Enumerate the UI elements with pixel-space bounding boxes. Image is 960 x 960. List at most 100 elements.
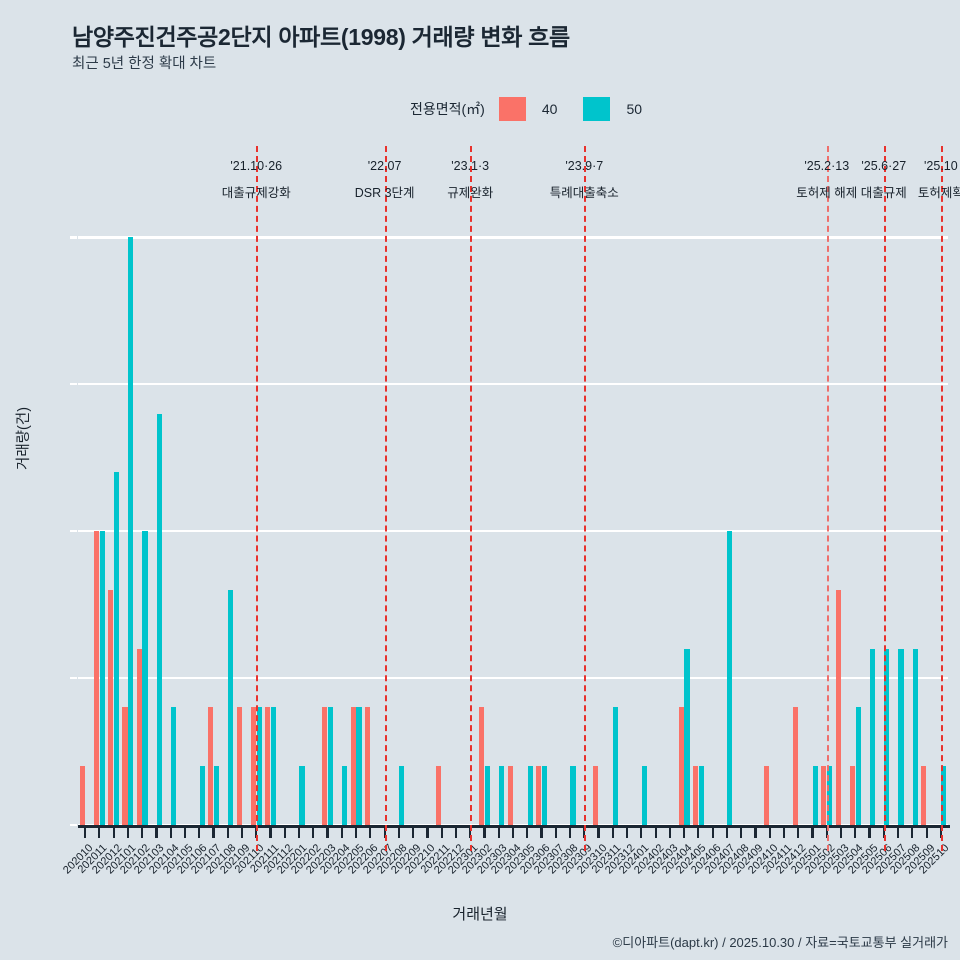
y-tick-mark [70, 383, 77, 386]
bar [478, 707, 485, 825]
annotation-description: 대출규제 [860, 186, 907, 200]
bar [207, 707, 214, 825]
bar [356, 707, 362, 825]
x-tick-mark [611, 827, 614, 838]
x-tick-mark [226, 827, 229, 838]
footer-credit: ©디아파트(dapt.kr) / 2025.10.30 / 자료=국토교통부 실… [612, 935, 948, 950]
x-tick-mark [625, 827, 629, 838]
annotation-date: '25.2·13 [804, 159, 850, 173]
x-tick-mark [939, 827, 942, 838]
legend-swatch-40 [498, 97, 526, 121]
x-tick-mark [640, 827, 643, 838]
annotation-description: DSR 3단계 [354, 186, 415, 200]
annotation-description: 대출규제강화 [221, 186, 291, 200]
bar [270, 707, 277, 825]
gridline [78, 236, 948, 239]
x-tick-mark [925, 827, 928, 838]
plot-area: 0.02.55.07.510.0202010202011202012202101… [61, 146, 951, 876]
x-tick-mark [412, 827, 415, 838]
x-tick-mark [896, 827, 900, 838]
bar [342, 766, 348, 825]
x-axis-line [78, 825, 950, 828]
bar [912, 648, 918, 825]
x-tick-mark [811, 827, 814, 838]
annotation-description: 특례대출축소 [549, 186, 619, 200]
bar [727, 531, 733, 825]
x-tick-mark [597, 827, 600, 838]
x-tick-mark [697, 827, 700, 838]
bar [128, 237, 134, 825]
legend-label-40: 40 [541, 101, 558, 117]
x-tick-mark [825, 827, 828, 838]
legend-swatch-50 [583, 97, 611, 121]
x-tick-mark [355, 827, 358, 838]
x-tick-mark [583, 827, 586, 838]
bar [364, 707, 371, 825]
x-tick-mark [255, 827, 258, 838]
x-tick-mark [768, 827, 771, 838]
bar [142, 531, 148, 825]
bar [299, 766, 305, 825]
bar [855, 707, 861, 825]
x-tick-mark [483, 827, 486, 838]
x-tick-mark [212, 827, 215, 838]
annotation-description: 토허제 해제 [796, 186, 858, 200]
y-tick-mark [70, 676, 77, 680]
x-tick-mark [326, 827, 329, 838]
legend-label-50: 50 [626, 101, 643, 117]
x-tick-mark [240, 827, 244, 838]
annotation-date: '23.9·7 [565, 159, 604, 173]
bar [108, 589, 114, 825]
x-tick-mark [84, 827, 87, 838]
bar [213, 766, 219, 825]
x-tick-mark [526, 827, 529, 838]
x-tick-mark [882, 827, 885, 838]
bar [941, 766, 947, 825]
x-tick-mark [797, 827, 800, 838]
x-tick-mark [568, 827, 572, 838]
bar [507, 766, 513, 825]
bar [536, 766, 542, 825]
bar [327, 707, 334, 825]
x-tick-mark [868, 827, 871, 838]
x-tick-mark [497, 827, 500, 838]
bar [256, 707, 262, 825]
x-axis-title: 거래년월 [452, 906, 508, 923]
chart-title: 남양주진건주공2단지 아파트(1998) 거래량 변화 흐름 [72, 24, 570, 50]
bar [792, 707, 798, 825]
x-tick-mark [911, 827, 914, 838]
x-tick-mark [839, 827, 843, 838]
bar [812, 766, 818, 825]
bar [171, 707, 177, 825]
bar [898, 648, 904, 825]
x-tick-mark [141, 827, 144, 838]
bar [684, 648, 690, 825]
x-tick-mark [725, 827, 729, 838]
x-tick-mark [183, 827, 187, 838]
x-tick-mark [312, 827, 315, 838]
bar [113, 472, 120, 825]
y-tick-mark [70, 236, 77, 239]
x-tick-mark [454, 827, 458, 838]
annotation-date: '25.6·27 [861, 159, 907, 173]
x-tick-mark [854, 827, 857, 838]
annotation-line [384, 146, 387, 851]
bar [613, 707, 619, 825]
x-tick-mark [397, 827, 400, 838]
bar [698, 766, 704, 825]
y-tick-mark [70, 529, 77, 533]
y-tick-mark [70, 823, 77, 827]
x-tick-mark [112, 827, 115, 838]
x-tick-mark [98, 827, 101, 838]
y-axis-title: 거래량(건) [16, 406, 32, 470]
bar [499, 766, 505, 825]
bar [678, 707, 684, 825]
bar [228, 589, 234, 825]
x-tick-mark [683, 827, 686, 838]
bar [199, 766, 205, 825]
x-tick-mark [126, 827, 129, 838]
x-tick-mark [740, 827, 743, 838]
x-tick-mark [782, 827, 786, 838]
bar [122, 707, 128, 825]
annotation-description: 토허제확 [917, 186, 960, 200]
